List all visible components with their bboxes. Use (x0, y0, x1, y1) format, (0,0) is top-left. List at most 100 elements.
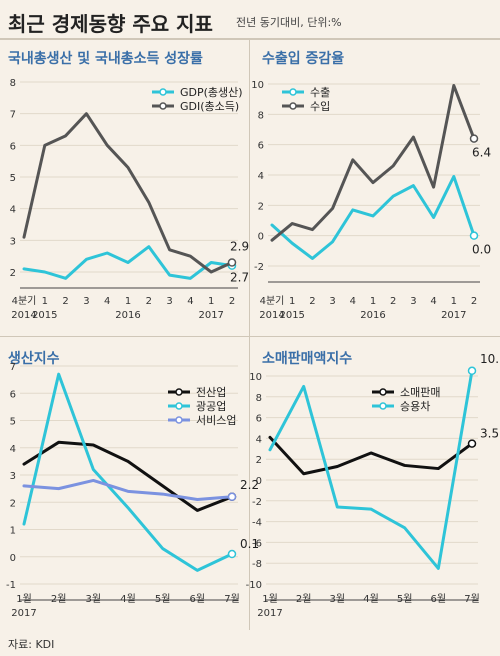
x-tick-label: 2월 (296, 593, 312, 605)
legend-label: 수입 (310, 100, 330, 113)
end-point-marker (469, 134, 479, 143)
x-tick-label: 1월 (16, 593, 32, 605)
x-tick-label: 1 (42, 296, 48, 307)
page-title: 최근 경제동향 주요 지표 (8, 12, 213, 36)
page-subtitle: 전년 동기대비, 단위:% (236, 16, 342, 29)
x-tick-label: 3 (329, 296, 335, 307)
x-tick-label: 3 (166, 296, 172, 307)
header: 최근 경제동향 주요 지표 전년 동기대비, 단위:% (0, 0, 500, 38)
legend-marker (175, 402, 183, 410)
legend-label: 승용차 (400, 400, 430, 413)
horizontal-divider-mid (0, 336, 500, 337)
x-tick-label: 3월 (330, 593, 346, 605)
x-tick-label: 2 (62, 296, 68, 307)
x-year-label: 2017 (441, 310, 466, 321)
x-tick-label: 3 (83, 296, 89, 307)
x-year-label: 2014 (11, 310, 36, 321)
x-tick-label: 4분기 (260, 295, 285, 307)
y-tick-label: 8 (10, 78, 16, 89)
y-tick-label: 5 (10, 417, 16, 428)
x-year-label: 2017 (257, 608, 282, 619)
legend-label: 광공업 (196, 400, 226, 413)
x-tick-label: 2 (229, 296, 235, 307)
y-tick-label: 5 (10, 173, 16, 184)
y-tick-label: 6 (256, 414, 262, 425)
series-line (268, 435, 474, 476)
series-line (268, 369, 474, 570)
x-year-label: 2017 (11, 608, 36, 619)
legend-marker (289, 102, 297, 110)
y-tick-label: 10 (251, 80, 264, 91)
y-tick-label: 2 (256, 455, 262, 466)
legend-label: GDP(총생산) (180, 86, 243, 99)
y-tick-label: -10 (246, 580, 262, 591)
legend-label: 소매판매 (400, 386, 440, 399)
y-tick-label: 10 (249, 372, 262, 383)
y-tick-label: 2 (10, 268, 16, 279)
y-tick-label: 3 (10, 236, 16, 247)
end-point-marker (227, 549, 237, 559)
x-tick-label: 3 (410, 296, 416, 307)
legend-marker (289, 88, 297, 96)
series-line (22, 245, 234, 280)
end-point-marker (227, 258, 237, 267)
x-year-label: 2016 (360, 310, 385, 321)
x-tick-label: 4월 (363, 593, 379, 605)
x-tick-label: 7월 (224, 593, 240, 605)
y-tick-label: 0 (10, 553, 16, 564)
series-line (270, 84, 476, 242)
end-value-label: 0.1 (240, 537, 259, 551)
end-value-label: 10.5 (480, 352, 500, 366)
x-tick-label: 2 (471, 296, 477, 307)
end-value-label: 0.0 (472, 243, 491, 257)
x-tick-label: 1 (289, 296, 295, 307)
end-value-label: 6.4 (472, 146, 491, 160)
y-tick-label: 6 (10, 141, 16, 152)
y-tick-label: 6 (258, 141, 264, 152)
end-point-marker (227, 492, 237, 502)
y-tick-label: 0 (258, 232, 264, 243)
x-tick-label: 2월 (51, 593, 67, 605)
x-tick-label: 3월 (86, 593, 102, 605)
chart3-title: 생산지수 (8, 351, 60, 367)
y-tick-label: 7 (10, 362, 16, 373)
y-tick-label: 4 (10, 444, 16, 455)
x-year-label: 2014 (259, 310, 284, 321)
y-tick-label: 8 (256, 393, 262, 404)
chart2-title: 수출입 증감율 (262, 51, 345, 67)
chart1-title: 국내총생산 및 국내총소득 성장률 (8, 51, 203, 67)
x-year-label: 2016 (115, 310, 140, 321)
x-tick-label: 2 (390, 296, 396, 307)
x-year-label: 2015 (279, 310, 304, 321)
y-tick-label: -1 (6, 580, 16, 591)
end-point-marker (467, 366, 477, 376)
legend-label: 수출 (310, 86, 330, 99)
legend-marker (379, 402, 387, 410)
y-tick-label: 6 (10, 389, 16, 400)
y-tick-label: 0 (256, 476, 262, 487)
x-tick-label: 5월 (397, 593, 413, 605)
y-tick-label: -2 (252, 497, 262, 508)
series-line (22, 372, 234, 572)
series-line (22, 478, 234, 502)
x-tick-label: 4 (187, 296, 193, 307)
y-tick-label: 4 (256, 434, 262, 445)
x-tick-label: 4 (430, 296, 436, 307)
legend-marker (379, 388, 387, 396)
end-value-label: 3.5 (480, 427, 499, 441)
y-tick-label: -6 (252, 538, 262, 549)
end-value-label: 2.7 (230, 271, 249, 285)
x-tick-label: 1 (208, 296, 214, 307)
legend-marker (159, 102, 167, 110)
legend-marker (159, 88, 167, 96)
y-tick-label: -2 (254, 262, 264, 273)
y-tick-label: -8 (252, 559, 262, 570)
legend-label: 전산업 (196, 386, 226, 399)
horizontal-divider (0, 38, 500, 40)
end-point-marker (469, 231, 479, 240)
source-note: 자료: KDI (8, 638, 55, 651)
y-tick-label: -4 (252, 518, 262, 529)
vertical-divider (249, 40, 250, 630)
end-value-label: 2.2 (240, 478, 259, 492)
y-tick-label: 8 (258, 110, 264, 121)
